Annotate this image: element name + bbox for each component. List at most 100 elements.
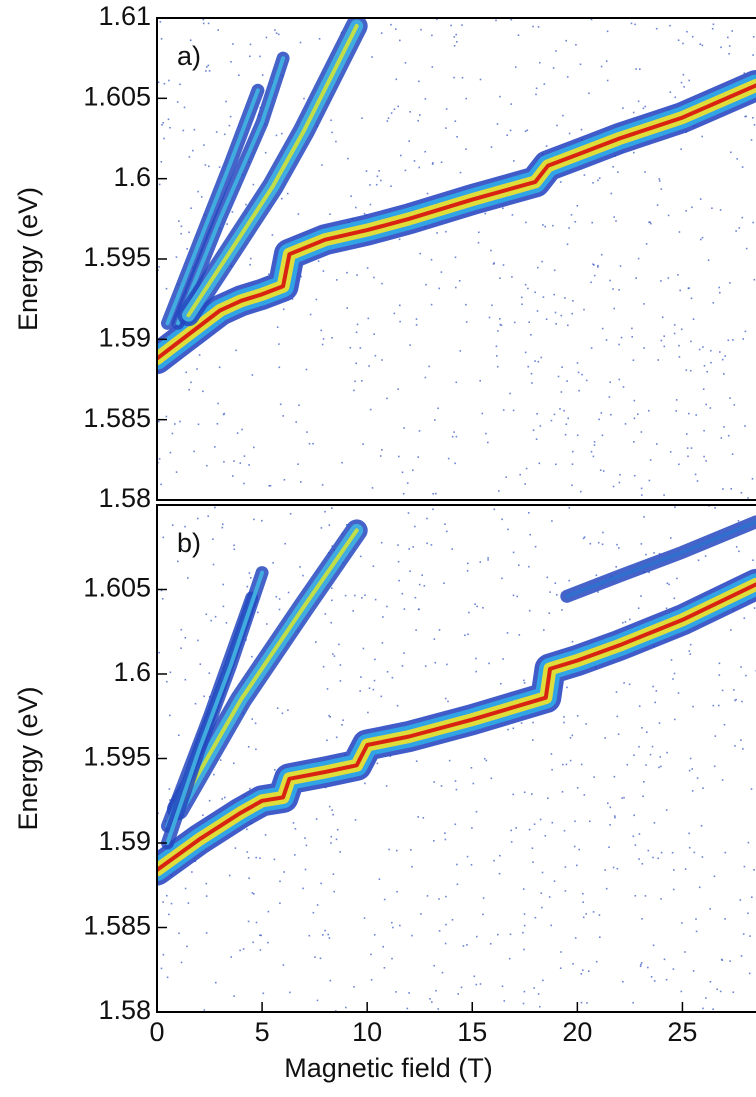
noise-dot <box>308 934 311 937</box>
noise-dot <box>682 42 684 45</box>
noise-dot <box>701 236 704 239</box>
noise-dot <box>249 55 251 58</box>
noise-dot <box>591 221 593 224</box>
noise-dot <box>321 484 324 486</box>
noise-dot <box>470 864 473 866</box>
noise-dot <box>531 382 533 384</box>
noise-dot <box>502 409 505 411</box>
noise-dot <box>653 822 656 824</box>
noise-dot <box>613 775 616 778</box>
noise-dot <box>747 841 750 844</box>
noise-dot <box>475 983 478 986</box>
y-tick-label: 1.59 <box>98 322 151 352</box>
noise-dot <box>395 78 398 81</box>
noise-dot <box>502 264 505 266</box>
noise-dot <box>373 934 376 936</box>
noise-dot <box>336 828 339 831</box>
noise-dot <box>417 816 419 818</box>
noise-dot <box>445 923 447 926</box>
noise-dot <box>235 349 237 352</box>
noise-dot <box>682 73 685 76</box>
noise-dot <box>162 536 165 539</box>
noise-dot <box>537 26 540 28</box>
noise-dot <box>513 160 515 162</box>
noise-dot <box>297 213 300 215</box>
noise-dot <box>276 326 279 328</box>
noise-dot <box>610 192 613 195</box>
noise-dot <box>674 718 676 721</box>
noise-dot <box>329 213 331 215</box>
noise-dot <box>372 688 375 691</box>
noise-dot <box>246 585 249 588</box>
noise-dot <box>248 464 250 466</box>
noise-dot <box>609 279 611 282</box>
noise-dot <box>638 705 641 707</box>
noise-dot <box>698 348 701 351</box>
noise-dot <box>541 260 543 263</box>
noise-dot <box>485 759 488 762</box>
noise-dot <box>551 821 554 824</box>
ridge-line <box>186 24 359 318</box>
noise-dot <box>175 471 178 473</box>
noise-dot <box>487 559 489 561</box>
noise-dot <box>678 463 680 466</box>
noise-dot <box>215 131 218 133</box>
noise-dot <box>510 841 513 843</box>
noise-dot <box>219 759 222 761</box>
noise-dot <box>376 175 379 178</box>
noise-dot <box>396 849 398 852</box>
noise-dot <box>571 734 574 737</box>
noise-dot <box>401 665 404 667</box>
noise-dot <box>479 78 482 81</box>
noise-dot <box>488 316 491 319</box>
noise-dot <box>628 683 631 686</box>
noise-dot <box>184 887 187 890</box>
noise-dot <box>640 963 642 966</box>
noise-dot <box>618 547 620 549</box>
noise-dot <box>331 131 333 134</box>
y-tick-label: 1.595 <box>83 242 151 272</box>
noise-dot <box>615 220 617 222</box>
noise-dot <box>703 429 705 432</box>
noise-dot <box>266 623 268 625</box>
noise-dot <box>178 220 180 222</box>
noise-dot <box>582 916 585 919</box>
noise-dot <box>451 919 454 921</box>
noise-dot <box>176 101 179 103</box>
noise-dot <box>675 399 678 401</box>
noise-dot <box>566 380 568 382</box>
noise-dot <box>382 616 384 618</box>
noise-dot <box>251 718 253 720</box>
noise-dot <box>205 895 208 897</box>
noise-dot <box>568 132 571 135</box>
noise-dot <box>605 887 608 890</box>
noise-dot <box>574 820 576 823</box>
noise-dot <box>712 1008 714 1010</box>
y-tick-label: 1.595 <box>83 742 151 772</box>
noise-dot <box>471 827 473 829</box>
noise-dot <box>547 797 549 799</box>
noise-dot <box>524 351 527 354</box>
noise-dot <box>539 1005 541 1008</box>
noise-dot <box>727 36 729 39</box>
y-tick-label: 1.59 <box>98 826 151 856</box>
noise-dot <box>233 995 235 997</box>
noise-dot <box>321 343 324 346</box>
noise-dot <box>382 945 384 948</box>
noise-dot <box>479 983 482 985</box>
noise-dot <box>571 312 573 315</box>
noise-dot <box>473 975 476 978</box>
y-tick-label: 1.585 <box>83 403 151 433</box>
noise-dot <box>691 206 693 209</box>
noise-dot <box>724 355 726 357</box>
noise-dot <box>260 934 262 937</box>
noise-dot <box>322 338 325 340</box>
noise-dot <box>282 964 285 966</box>
noise-dot <box>729 960 731 962</box>
noise-dot <box>465 148 467 150</box>
noise-dot <box>572 450 574 453</box>
noise-dot <box>223 133 226 136</box>
noise-dot <box>535 87 538 90</box>
noise-dot <box>498 872 501 875</box>
